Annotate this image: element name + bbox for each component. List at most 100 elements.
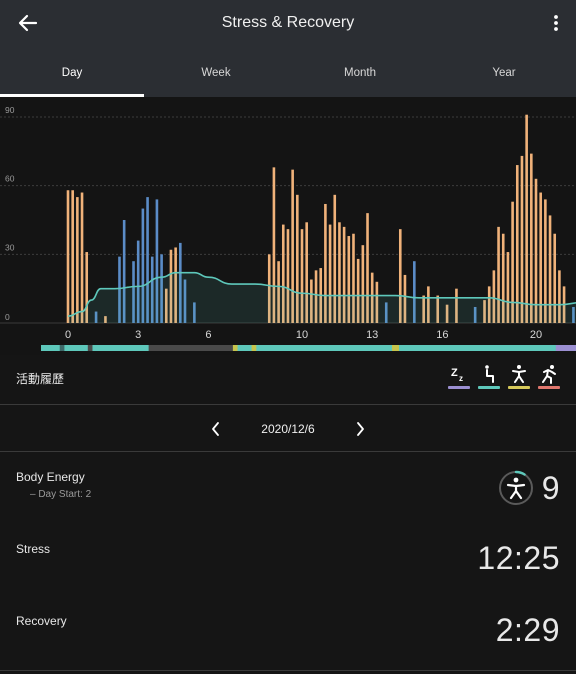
stress-row: Stress 12:25 [0, 530, 576, 602]
recovery-bar [473, 306, 477, 323]
stress-bar [71, 190, 74, 323]
recovery-bar [155, 199, 159, 323]
stress-bar [487, 286, 491, 323]
recovery-bar [136, 240, 140, 323]
body-energy-icon [499, 470, 533, 505]
tab-week[interactable]: Week [201, 67, 231, 79]
stress-bar [483, 300, 486, 323]
previous-day-button[interactable] [206, 418, 226, 440]
stress-bar [169, 249, 173, 323]
x-tick-label: 6 [205, 329, 211, 341]
stress-bar [286, 229, 290, 323]
recovery-bar [179, 242, 182, 323]
period-tabs: Day Week Month Year [0, 56, 576, 97]
stress-bar [515, 165, 519, 323]
activity-strip-segment [256, 345, 414, 351]
stress-bar [305, 222, 308, 323]
stress-bar [497, 226, 500, 323]
stress-bar [398, 229, 402, 323]
y-tick-label: 90 [5, 105, 15, 115]
activity-strip-segment [153, 345, 255, 351]
stress-bar [534, 178, 538, 323]
x-tick-label: 3 [135, 329, 141, 341]
y-tick-label: 60 [5, 174, 15, 184]
stress-bar [525, 114, 528, 323]
stress-bar [324, 203, 327, 323]
page-title: Stress & Recovery [221, 14, 355, 31]
stress-bar [511, 201, 514, 323]
stress-bar [361, 245, 365, 323]
stress-value: 12:25 [477, 540, 560, 576]
body-energy-ring-fill [514, 470, 526, 476]
stress-bar [548, 215, 552, 323]
stress-bar [506, 252, 510, 323]
x-tick-label: 16 [436, 329, 448, 341]
activity-history-label: 活動履歷 [16, 372, 65, 386]
recovery-bar [572, 306, 575, 323]
bottom-divider [0, 670, 576, 671]
stress-bar [310, 279, 313, 323]
stress-bar [501, 233, 505, 323]
next-day-button[interactable] [350, 418, 370, 440]
recovery-bar [122, 220, 126, 323]
stress-bar [272, 167, 276, 323]
stress-bar [455, 288, 458, 323]
stress-bar [291, 169, 294, 323]
legend-running [538, 363, 560, 391]
stress-bar [352, 233, 355, 323]
recovery-label: Recovery [16, 614, 67, 628]
tab-year[interactable]: Year [492, 67, 516, 79]
recovery-row: Recovery 2:29 [0, 602, 576, 670]
date-navigator: 2020/12/6 [0, 406, 576, 452]
body-energy-value: 9 [541, 470, 560, 506]
stress-bar [277, 261, 280, 323]
recovery-bar [193, 302, 196, 323]
stress-bar [333, 194, 337, 323]
body-battery-line [67, 271, 576, 317]
stress-bar [403, 274, 407, 323]
x-tick-label: 20 [530, 329, 542, 341]
sleep-icon: Z z [451, 367, 463, 383]
legend-active [508, 363, 530, 391]
recovery-bar [141, 208, 145, 323]
stress-bar [267, 254, 271, 323]
stress-bar [370, 272, 374, 323]
sitting-icon [485, 365, 494, 383]
body-energy-label: Body Energy [16, 470, 85, 484]
stress-bar [366, 213, 369, 323]
tab-month[interactable]: Month [344, 67, 376, 79]
stress-bar [66, 190, 70, 323]
stress-bar [338, 222, 341, 323]
stress-bar [300, 229, 304, 323]
stress-chart-svg: 90603000361013162023 [0, 105, 576, 351]
x-tick-label: 10 [296, 329, 308, 341]
recovery-bar [118, 256, 121, 323]
legend-sitting-color [478, 386, 500, 389]
legend-sleep-color [448, 386, 470, 389]
legend-sleep: Z z [448, 363, 470, 391]
legend-sitting [478, 363, 500, 391]
body-battery-area [68, 272, 576, 323]
recovery-bar [146, 197, 149, 323]
stress-chart: 90603000361013162023 [0, 97, 576, 355]
recovery-bar [384, 302, 388, 323]
recovery-bar [160, 254, 163, 323]
stress-bar [356, 258, 360, 323]
stress-bar [520, 155, 524, 323]
running-icon [542, 365, 556, 384]
stress-bar [544, 199, 547, 323]
chevron-right-icon [357, 422, 364, 436]
recovery-bar [150, 256, 154, 323]
stress-bar [80, 192, 84, 323]
activity-legend: Z z [448, 363, 560, 391]
stress-bar [296, 194, 299, 323]
y-tick-label: 30 [5, 242, 15, 252]
activity-strip-segment [399, 345, 576, 351]
activity-strip-segment [64, 345, 110, 351]
more-options-button[interactable] [548, 10, 564, 36]
stress-bar [436, 295, 440, 323]
active-icon [512, 365, 526, 383]
tab-day[interactable]: Day [0, 56, 144, 97]
back-button[interactable] [14, 10, 42, 36]
activity-strip-segment [92, 345, 171, 351]
